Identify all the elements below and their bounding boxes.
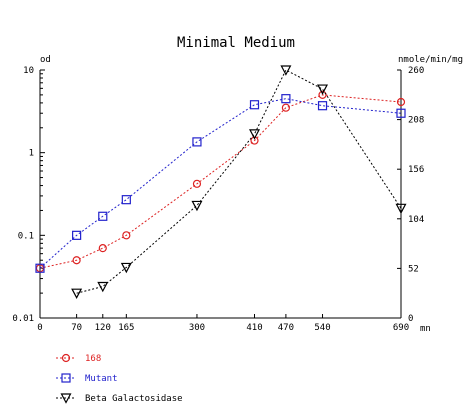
data-point-circle <box>396 97 406 107</box>
left-axis-tick-label: 10 <box>23 66 34 76</box>
right-axis-tick-label: 52 <box>408 264 419 274</box>
data-point-square <box>192 137 202 147</box>
left-axis-tick-label: 1 <box>29 149 34 159</box>
data-point-square <box>317 101 328 111</box>
series-mutant <box>35 94 406 273</box>
data-point-triangle <box>191 200 203 212</box>
left-axis-tick-label: 0.1 <box>18 231 34 241</box>
x-axis-tick-label: 120 <box>95 323 111 333</box>
left-axis-tick-label: 0.01 <box>12 314 34 324</box>
data-point-triangle <box>97 281 109 293</box>
right-axis-label: nmole/min/mg <box>398 55 463 65</box>
data-point-triangle <box>280 65 292 76</box>
legend-label: Mutant <box>85 374 118 384</box>
data-point-circle <box>98 244 107 253</box>
data-point-triangle <box>71 288 83 299</box>
x-axis-label: mn <box>420 324 431 334</box>
right-axis-tick-label: 260 <box>408 66 424 76</box>
data-point-square <box>98 211 108 221</box>
left-axis-label: od <box>40 55 51 65</box>
data-point-circle <box>61 353 71 363</box>
right-axis-tick-label: 104 <box>408 215 424 225</box>
data-point-square <box>281 94 291 104</box>
x-axis-tick-label: 165 <box>118 323 134 333</box>
x-axis-tick-label: 300 <box>189 323 205 333</box>
data-point-circle <box>72 256 81 265</box>
x-axis-tick-label: 540 <box>314 323 330 333</box>
data-point-triangle <box>249 129 261 140</box>
x-axis-tick-label: 690 <box>393 323 409 333</box>
data-point-triangle <box>120 262 132 274</box>
data-point-triangle <box>317 84 329 95</box>
chart-title: Minimal Medium <box>177 35 295 51</box>
x-axis-tick-label: 70 <box>71 323 82 333</box>
data-point-circle <box>192 179 202 188</box>
data-point-circle <box>281 103 290 112</box>
data-point-square <box>249 100 260 110</box>
legend-item: Mutant <box>56 373 118 384</box>
data-point-square <box>35 263 45 273</box>
data-point-circle <box>318 90 327 99</box>
data-point-circle <box>250 136 259 145</box>
data-point-triangle <box>60 393 72 404</box>
legend-item: 168 <box>56 353 101 364</box>
series-line <box>76 69 402 294</box>
right-axis-tick-label: 208 <box>408 116 424 126</box>
data-point-square <box>72 230 82 240</box>
right-axis-tick-label: 0 <box>408 314 413 324</box>
data-point-square <box>61 373 71 383</box>
x-axis-tick-label: 0 <box>37 323 42 333</box>
x-axis-tick-label: 410 <box>246 323 262 333</box>
data-point-circle <box>122 231 131 240</box>
data-point-square <box>121 195 131 205</box>
data-point-triangle <box>395 203 407 215</box>
legend-label: Beta Galactosidase <box>85 394 183 404</box>
series-line <box>39 98 402 269</box>
series-168 <box>35 90 406 273</box>
right-axis-tick-label: 156 <box>408 165 424 175</box>
legend-item: Beta Galactosidase <box>56 393 183 404</box>
x-axis-tick-label: 470 <box>278 323 294 333</box>
data-point-square <box>396 108 406 118</box>
series-beta-galactosidase <box>71 65 407 299</box>
series-line <box>39 94 402 269</box>
legend-label: 168 <box>85 354 101 364</box>
